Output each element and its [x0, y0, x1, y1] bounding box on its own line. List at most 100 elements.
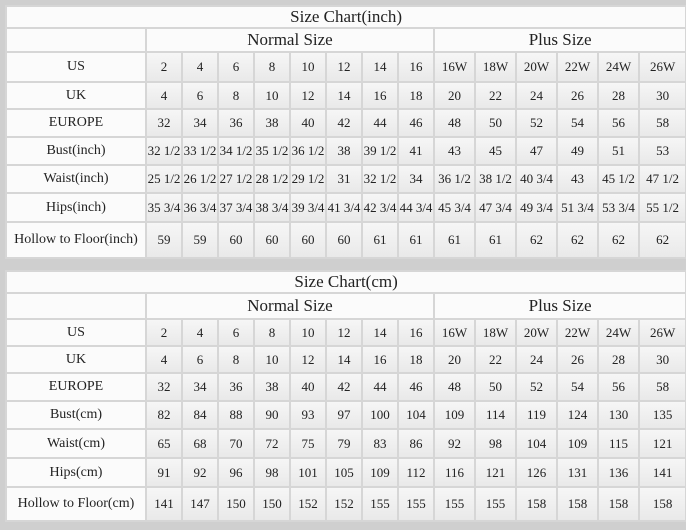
- size-cell: 53: [637, 136, 686, 166]
- table-row: Hollow to Floor(cm) 141 147 150 150 152 152 155…: [5, 486, 686, 522]
- size-cell: 28: [597, 345, 640, 374]
- size-cell: 31: [325, 164, 363, 194]
- size-cell: 26W: [637, 51, 686, 83]
- size-cell: 84: [181, 400, 219, 430]
- size-cell: 56: [597, 372, 640, 402]
- size-cell: 105: [325, 457, 363, 488]
- size-cell: 126: [515, 457, 558, 488]
- size-chart-cm: Size Chart(cm) Normal Size Plus Size US 2 4 6 8…: [4, 270, 686, 522]
- size-cell: 36 1/2: [433, 164, 476, 194]
- size-cell: 60: [217, 221, 255, 259]
- size-cell: 152: [325, 486, 363, 522]
- size-cell: 75: [289, 428, 327, 459]
- size-cell: 98: [474, 428, 517, 459]
- size-cell: 26 1/2: [181, 164, 219, 194]
- size-cell: 44 3/4: [397, 192, 435, 223]
- size-cell: 158: [637, 486, 686, 522]
- size-cell: 14: [361, 51, 399, 83]
- size-cell: 22: [474, 345, 517, 374]
- size-cell: 10: [289, 51, 327, 83]
- size-cell: 50: [474, 108, 517, 138]
- row-label: UK: [5, 345, 147, 374]
- size-cell: 32 1/2: [361, 164, 399, 194]
- table-row: Hips(inch) 35 3/4 36 3/4 37 3/4 38 3/4 39 3/4…: [5, 192, 686, 223]
- size-cell: 61: [474, 221, 517, 259]
- size-cell: 93: [289, 400, 327, 430]
- size-cell: 83: [361, 428, 399, 459]
- size-cell: 45 3/4: [433, 192, 476, 223]
- size-cell: 61: [361, 221, 399, 259]
- size-cell: 155: [433, 486, 476, 522]
- table-row: EUROPE 32 34 36 38 40 42 44 46 48 50 52 54 56 58: [5, 108, 686, 138]
- size-cell: 55 1/2: [637, 192, 686, 223]
- size-cell: 58: [637, 108, 686, 138]
- chart-title: Size Chart(cm): [4, 270, 686, 294]
- size-cell: 41: [397, 136, 435, 166]
- table-row: EUROPE 32 34 36 38 40 42 44 46 48 50 52 54 56 58: [5, 372, 686, 402]
- table-row: US 2 4 6 8 10 12 14 16 16W 18W 20W 22W 24W 26W: [5, 51, 686, 83]
- size-cell: 121: [637, 428, 686, 459]
- chart-title: Size Chart(inch): [4, 5, 686, 29]
- size-cell: 14: [325, 81, 363, 110]
- size-cell: 41 3/4: [325, 192, 363, 223]
- size-cell: 16: [361, 345, 399, 374]
- size-cell: 18: [397, 81, 435, 110]
- size-cell: 114: [474, 400, 517, 430]
- size-cell: 29 1/2: [289, 164, 327, 194]
- size-cell: 40: [289, 372, 327, 402]
- size-cell: 16W: [433, 318, 476, 347]
- row-label: US: [5, 51, 147, 83]
- size-cell: 62: [556, 221, 599, 259]
- size-cell: 109: [556, 428, 599, 459]
- size-cell: 150: [217, 486, 255, 522]
- table-row: Hollow to Floor(inch) 59 59 60 60 60 60 61 61 61 6…: [5, 221, 686, 259]
- size-cell: 52: [515, 372, 558, 402]
- size-cell: 4: [181, 318, 219, 347]
- size-cell: 2: [145, 51, 183, 83]
- size-cell: 22W: [556, 318, 599, 347]
- size-cell: 36 1/2: [289, 136, 327, 166]
- size-cell: 36 3/4: [181, 192, 219, 223]
- size-cell: 104: [515, 428, 558, 459]
- size-cell: 58: [637, 372, 686, 402]
- size-cell: 20: [433, 81, 476, 110]
- size-cell: 14: [325, 345, 363, 374]
- size-cell: 152: [289, 486, 327, 522]
- size-cell: 46: [397, 108, 435, 138]
- size-table: Size Chart(cm) Normal Size Plus Size US 2 4 6 8…: [4, 270, 686, 522]
- size-cell: 96: [217, 457, 255, 488]
- size-cell: 150: [253, 486, 291, 522]
- size-cell: 92: [181, 457, 219, 488]
- size-cell: 20W: [515, 51, 558, 83]
- row-label: Hollow to Floor(cm): [5, 486, 147, 522]
- size-cell: 18: [397, 345, 435, 374]
- size-cell: 26: [556, 345, 599, 374]
- row-label: EUROPE: [5, 372, 147, 402]
- row-label: US: [5, 318, 147, 347]
- size-cell: 147: [181, 486, 219, 522]
- size-cell: 46: [397, 372, 435, 402]
- size-cell: 72: [253, 428, 291, 459]
- size-cell: 12: [289, 345, 327, 374]
- size-cell: 32: [145, 108, 183, 138]
- size-cell: 101: [289, 457, 327, 488]
- size-cell: 130: [597, 400, 640, 430]
- size-cell: 50: [474, 372, 517, 402]
- size-cell: 37 3/4: [217, 192, 255, 223]
- size-cell: 42: [325, 108, 363, 138]
- size-cell: 22W: [556, 51, 599, 83]
- size-cell: 155: [361, 486, 399, 522]
- size-cell: 38: [325, 136, 363, 166]
- size-cell: 62: [637, 221, 686, 259]
- size-cell: 158: [597, 486, 640, 522]
- size-cell: 62: [515, 221, 558, 259]
- table-row: UK 4 6 8 10 12 14 16 18 20 22 24 26 28 30: [5, 81, 686, 110]
- table-row: Waist(inch) 25 1/2 26 1/2 27 1/2 28 1/2 29 1/…: [5, 164, 686, 194]
- size-cell: 22: [474, 81, 517, 110]
- size-cell: 45 1/2: [597, 164, 640, 194]
- size-cell: 42 3/4: [361, 192, 399, 223]
- size-cell: 39 3/4: [289, 192, 327, 223]
- size-cell: 51: [597, 136, 640, 166]
- size-cell: 124: [556, 400, 599, 430]
- size-cell: 90: [253, 400, 291, 430]
